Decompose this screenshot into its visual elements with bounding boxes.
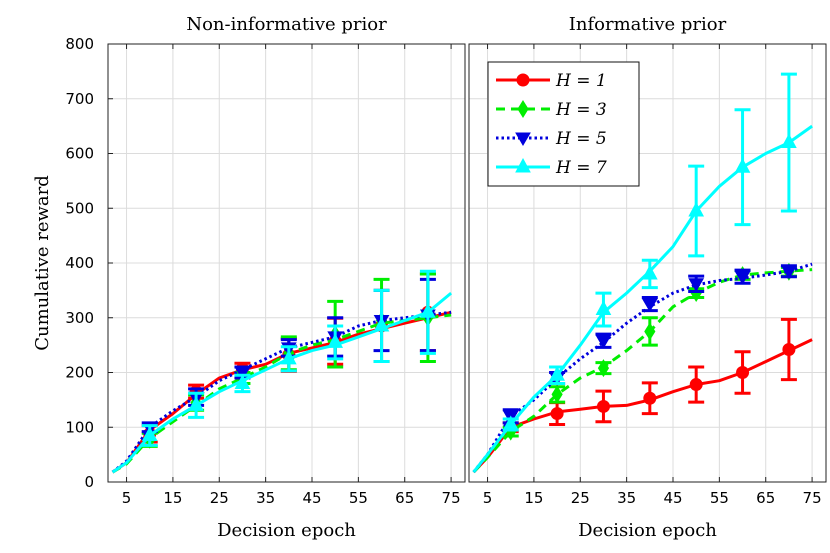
series-h-1 <box>472 317 813 474</box>
plot-frame <box>468 43 827 483</box>
x-tick-label: 45 <box>302 489 321 507</box>
data-point-h-7 <box>280 349 297 365</box>
series-line-h-3 <box>472 268 813 474</box>
y-tick-label: 100 <box>65 418 94 436</box>
data-point-h-1 <box>782 343 796 357</box>
y-tick-label: 600 <box>65 145 94 163</box>
data-point-h-5 <box>688 278 705 292</box>
x-tick-label: 25 <box>571 489 590 507</box>
y-tick-label: 300 <box>65 309 94 327</box>
data-point-h-7 <box>688 201 705 217</box>
legend-marker-h-1 <box>516 73 530 87</box>
x-tick-label: 75 <box>803 489 822 507</box>
y-tick-label: 200 <box>65 364 94 382</box>
data-point-h-1 <box>550 407 564 421</box>
x-tick-label: 15 <box>524 489 543 507</box>
panel-non-informative: 5 15 25 35 45 55 65 75 0 100 200 300 400 500 600 700 800… <box>32 14 466 541</box>
y-tick-label: 400 <box>65 254 94 272</box>
x-tick-label: 5 <box>122 489 132 507</box>
legend-label-h-7: H = 7 <box>555 158 607 178</box>
data-point-h-7 <box>234 374 251 389</box>
series-line-h-7 <box>472 124 813 474</box>
x-tick-label: 65 <box>756 489 775 507</box>
data-point-h-7 <box>502 415 519 431</box>
plot-frame <box>107 43 466 483</box>
data-point-h-1 <box>736 366 750 379</box>
data-point-h-7 <box>549 366 565 381</box>
x-axis-label: Decision epoch <box>217 520 356 541</box>
data-point-h-7 <box>420 303 436 318</box>
legend-marker-h-3 <box>517 100 529 118</box>
x-tick-label: 65 <box>395 489 414 507</box>
legend-label-h-1: H = 1 <box>555 71 607 91</box>
series-h-7 <box>472 72 813 474</box>
data-point-h-7 <box>327 333 344 348</box>
data-point-h-3 <box>597 359 610 378</box>
data-point-h-7 <box>781 133 797 149</box>
x-tick-label: 25 <box>210 489 229 507</box>
data-point-h-5 <box>595 335 612 349</box>
x-tick-label: 55 <box>349 489 368 507</box>
data-point-h-7 <box>141 426 158 441</box>
data-point-h-7 <box>188 396 204 411</box>
series-h-5 <box>472 262 813 474</box>
data-point-h-1 <box>596 399 610 413</box>
data-point-h-1 <box>643 391 657 405</box>
legend-label-h-5: H = 5 <box>555 129 607 149</box>
data-point-h-7 <box>595 300 612 316</box>
data-point-h-3 <box>551 385 563 404</box>
legend: H = 1 H = 3 H = 5 H = 7 <box>487 61 640 187</box>
y-tick-label: 500 <box>65 199 94 217</box>
data-point-h-7 <box>641 264 658 280</box>
series-h-7 <box>111 269 453 474</box>
series-line-h-7 <box>111 291 453 474</box>
x-tick-label: 45 <box>663 489 682 507</box>
data-point-h-5 <box>734 271 751 285</box>
x-tick-label: 35 <box>617 489 636 507</box>
series-line-h-3 <box>111 313 452 474</box>
panel-title: Non-informative prior <box>186 14 387 35</box>
legend-label-h-3: H = 3 <box>555 100 607 120</box>
series-line-h-1 <box>472 338 813 474</box>
legend-marker-h-5 <box>515 132 531 146</box>
x-tick-label: 35 <box>256 489 275 507</box>
y-tick-label: 700 <box>65 90 94 108</box>
x-tick-label: 75 <box>442 489 461 507</box>
data-point-h-7 <box>373 316 390 332</box>
x-axis-label: Decision epoch <box>578 520 717 541</box>
data-point-h-1 <box>689 378 703 392</box>
x-tick-label: 15 <box>163 489 182 507</box>
y-tick-label: 800 <box>65 35 94 53</box>
data-point-h-5 <box>234 367 251 381</box>
x-tick-label: 5 <box>483 489 493 507</box>
legend-marker-h-7 <box>515 157 531 173</box>
x-tick-label: 55 <box>710 489 729 507</box>
panel-title: Informative prior <box>569 14 727 35</box>
panel-informative: 5 15 25 35 45 55 65 75 Informative prior Decision… <box>468 14 827 541</box>
data-point-h-3 <box>644 322 656 341</box>
y-tick-label: 0 <box>84 473 94 491</box>
data-point-h-5 <box>641 298 658 313</box>
data-point-h-7 <box>734 158 751 173</box>
series-line-h-5 <box>111 310 452 474</box>
data-point-h-5 <box>781 265 797 280</box>
y-axis-label: Cumulative reward <box>32 175 53 351</box>
legend-box <box>487 61 640 187</box>
